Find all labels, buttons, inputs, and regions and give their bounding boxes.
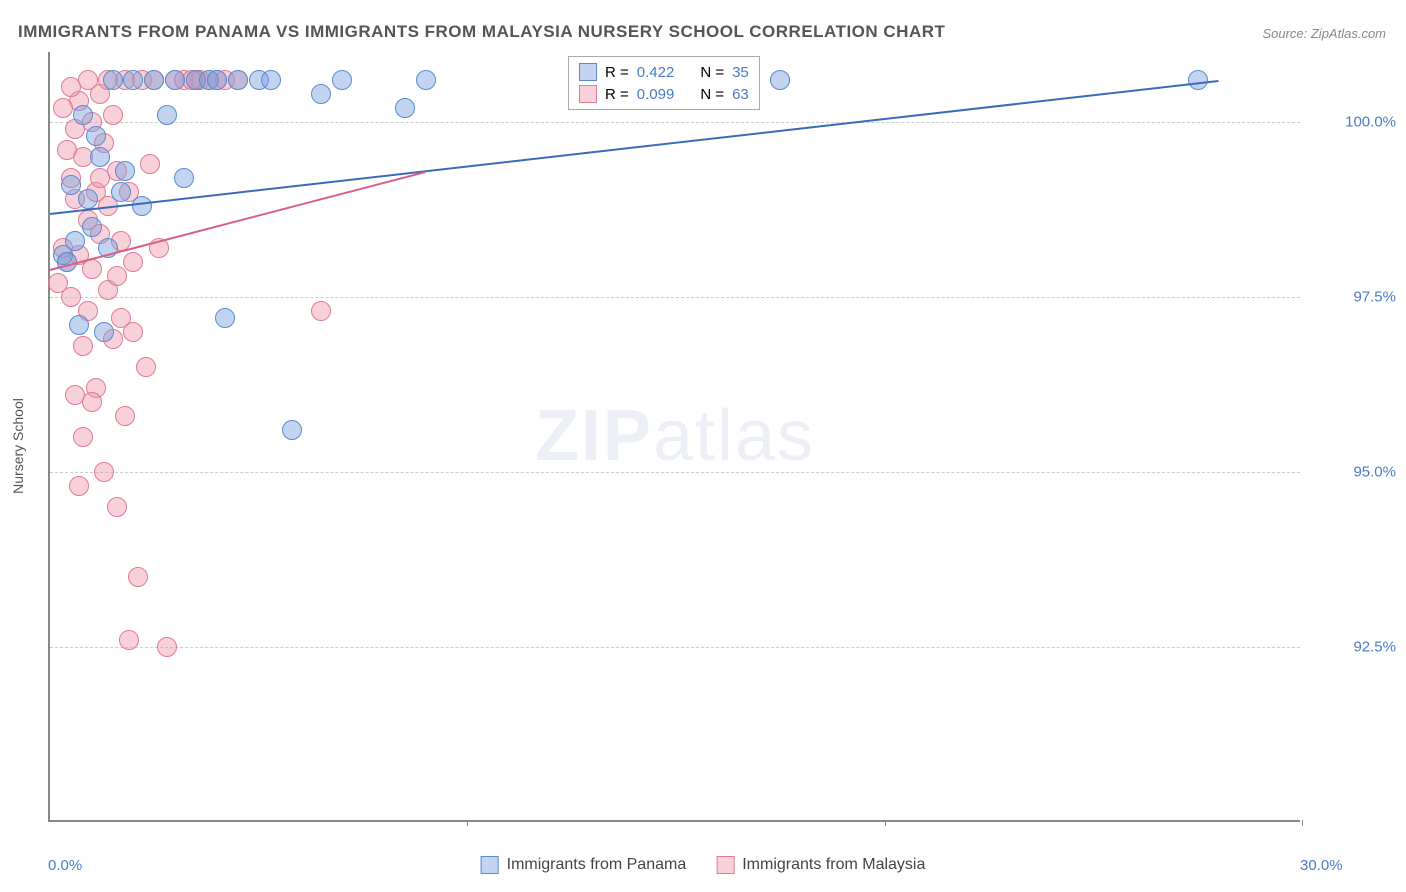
data-point — [215, 308, 235, 328]
data-point — [69, 315, 89, 335]
data-point — [82, 259, 102, 279]
legend-item: Immigrants from Malaysia — [716, 856, 925, 874]
data-point — [140, 154, 160, 174]
n-label: N = — [700, 64, 724, 81]
data-point — [73, 427, 93, 447]
y-tick-label: 100.0% — [1345, 114, 1396, 131]
legend-label: Immigrants from Malaysia — [742, 856, 925, 874]
data-point — [69, 476, 89, 496]
legend-label: Immigrants from Panama — [507, 856, 687, 874]
data-point — [157, 637, 177, 657]
data-point — [174, 168, 194, 188]
legend-swatch — [481, 856, 499, 874]
data-point — [119, 630, 139, 650]
legend-row: R = 0.422 N = 35 — [579, 61, 749, 83]
data-point — [90, 168, 110, 188]
data-point — [57, 140, 77, 160]
n-value: 35 — [732, 64, 749, 81]
r-value: 0.099 — [637, 86, 675, 103]
data-point — [107, 497, 127, 517]
data-point — [82, 217, 102, 237]
legend-correlation: R = 0.422 N = 35 R = 0.099 N = 63 — [568, 56, 760, 110]
data-point — [416, 70, 436, 90]
y-axis-label: Nursery School — [10, 398, 26, 494]
r-value: 0.422 — [637, 64, 675, 81]
data-point — [123, 252, 143, 272]
legend-row: R = 0.099 N = 63 — [579, 83, 749, 105]
data-point — [53, 98, 73, 118]
x-tick-label: 0.0% — [48, 857, 82, 874]
gridline — [50, 297, 1300, 298]
gridline — [50, 122, 1300, 123]
x-tick-mark — [885, 820, 886, 826]
data-point — [136, 357, 156, 377]
x-tick-mark — [467, 820, 468, 826]
data-point — [111, 182, 131, 202]
data-point — [395, 98, 415, 118]
data-point — [103, 70, 123, 90]
data-point — [94, 462, 114, 482]
data-point — [73, 105, 93, 125]
data-point — [157, 105, 177, 125]
data-point — [61, 287, 81, 307]
legend-swatch — [579, 63, 597, 81]
r-label: R = — [605, 86, 629, 103]
data-point — [311, 301, 331, 321]
legend-series: Immigrants from Panama Immigrants from Ma… — [481, 856, 926, 874]
data-point — [78, 189, 98, 209]
data-point — [94, 322, 114, 342]
data-point — [103, 105, 123, 125]
data-point — [115, 406, 135, 426]
data-point — [1188, 70, 1208, 90]
r-label: R = — [605, 64, 629, 81]
data-point — [123, 70, 143, 90]
x-tick-mark — [1302, 820, 1303, 826]
legend-item: Immigrants from Panama — [481, 856, 687, 874]
data-point — [282, 420, 302, 440]
chart-source: Source: ZipAtlas.com — [1262, 26, 1386, 41]
n-label: N = — [700, 86, 724, 103]
gridline — [50, 647, 1300, 648]
legend-swatch — [716, 856, 734, 874]
data-point — [107, 266, 127, 286]
data-point — [73, 336, 93, 356]
gridline — [50, 472, 1300, 473]
data-point — [144, 70, 164, 90]
plot-area: ZIPatlas — [48, 52, 1300, 822]
data-point — [61, 175, 81, 195]
y-tick-label: 97.5% — [1353, 289, 1396, 306]
y-tick-label: 92.5% — [1353, 639, 1396, 656]
data-point — [132, 196, 152, 216]
data-point — [261, 70, 281, 90]
chart-container: IMMIGRANTS FROM PANAMA VS IMMIGRANTS FRO… — [0, 0, 1406, 892]
data-point — [115, 161, 135, 181]
data-point — [311, 84, 331, 104]
y-tick-label: 95.0% — [1353, 464, 1396, 481]
watermark: ZIPatlas — [535, 395, 815, 477]
data-point — [128, 567, 148, 587]
data-point — [90, 147, 110, 167]
legend-swatch — [579, 85, 597, 103]
data-point — [123, 322, 143, 342]
data-point — [65, 231, 85, 251]
trend-line — [50, 171, 426, 271]
data-point — [86, 126, 106, 146]
data-point — [228, 70, 248, 90]
data-point — [82, 392, 102, 412]
data-point — [770, 70, 790, 90]
data-point — [165, 70, 185, 90]
data-point — [207, 70, 227, 90]
n-value: 63 — [732, 86, 749, 103]
chart-title: IMMIGRANTS FROM PANAMA VS IMMIGRANTS FRO… — [18, 22, 945, 42]
data-point — [332, 70, 352, 90]
data-point — [78, 70, 98, 90]
x-tick-label: 30.0% — [1300, 857, 1343, 874]
